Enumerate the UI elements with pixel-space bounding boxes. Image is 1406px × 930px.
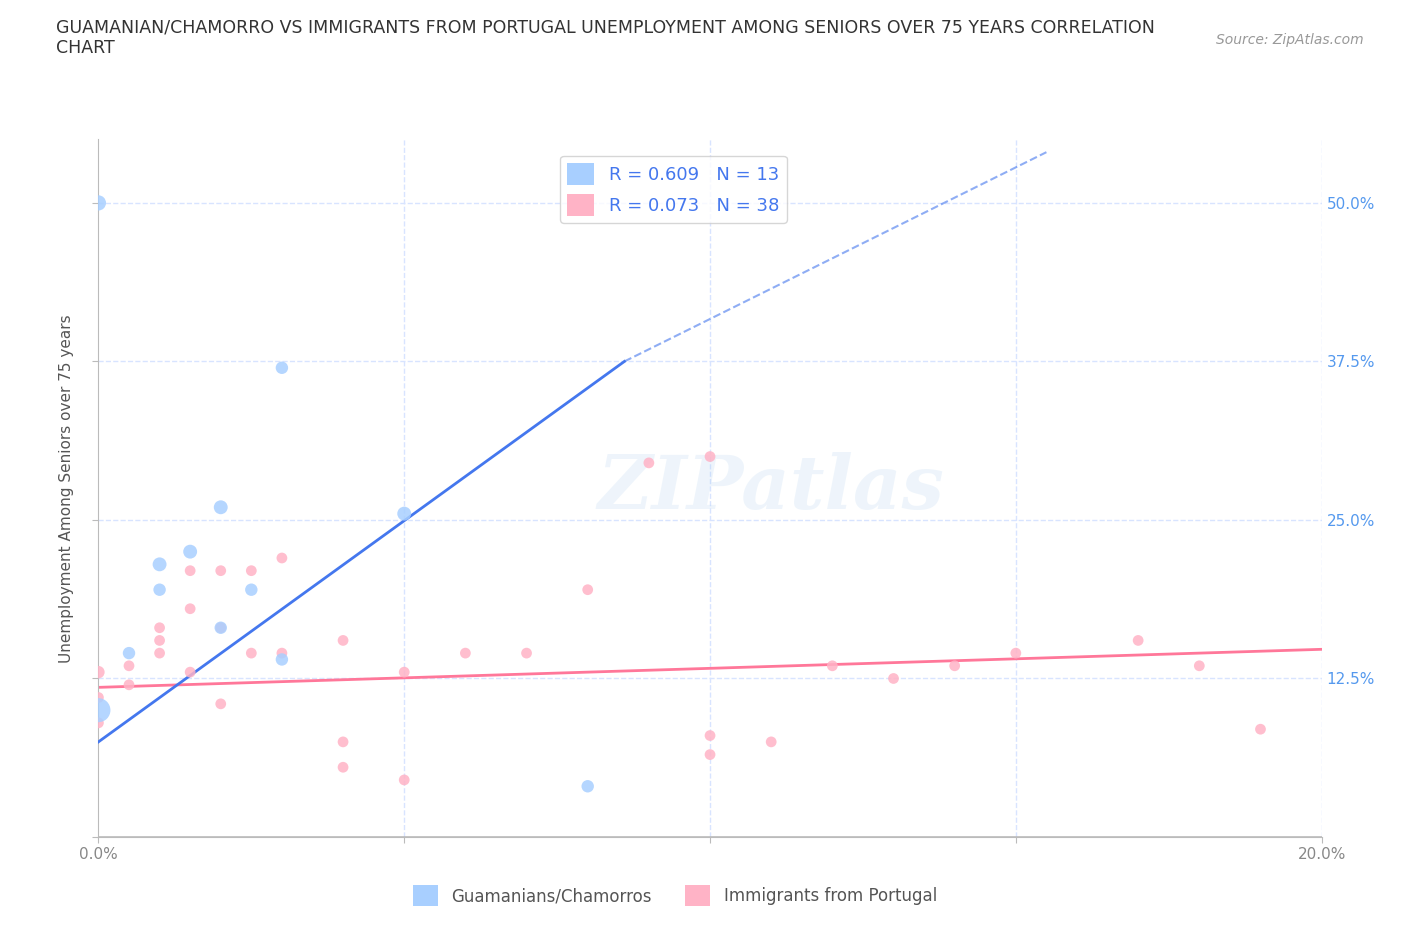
Legend: R = 0.609   N = 13, R = 0.073   N = 38: R = 0.609 N = 13, R = 0.073 N = 38 — [560, 155, 786, 223]
Point — [699, 449, 721, 464]
Point — [1188, 658, 1211, 673]
Point — [759, 735, 782, 750]
Point — [270, 360, 292, 375]
Point — [699, 747, 721, 762]
Point — [270, 645, 292, 660]
Point — [240, 582, 263, 597]
Point — [270, 551, 292, 565]
Point — [179, 544, 201, 559]
Point — [149, 645, 172, 660]
Point — [699, 728, 721, 743]
Point — [392, 506, 416, 521]
Point — [149, 557, 172, 572]
Point — [179, 602, 201, 617]
Point — [209, 499, 232, 514]
Point — [240, 564, 263, 578]
Point — [454, 645, 477, 660]
Point — [179, 665, 201, 680]
Point — [332, 735, 354, 750]
Legend: Guamanians/Chamorros, Immigrants from Portugal: Guamanians/Chamorros, Immigrants from Po… — [406, 879, 943, 912]
Point — [637, 456, 661, 471]
Point — [1128, 633, 1150, 648]
Point — [576, 582, 599, 597]
Point — [118, 677, 141, 692]
Point — [883, 671, 905, 686]
Point — [332, 760, 354, 775]
Point — [576, 778, 599, 793]
Point — [87, 195, 110, 210]
Point — [209, 564, 232, 578]
Point — [516, 645, 538, 660]
Text: Source: ZipAtlas.com: Source: ZipAtlas.com — [1216, 33, 1364, 46]
Point — [87, 703, 110, 718]
Point — [270, 652, 292, 667]
Point — [943, 658, 966, 673]
Point — [179, 564, 201, 578]
Point — [87, 715, 110, 730]
Point — [149, 620, 172, 635]
Point — [118, 645, 141, 660]
Point — [149, 582, 172, 597]
Point — [240, 645, 263, 660]
Point — [1004, 645, 1026, 660]
Point — [392, 773, 416, 788]
Point — [209, 620, 232, 635]
Point — [332, 633, 354, 648]
Y-axis label: Unemployment Among Seniors over 75 years: Unemployment Among Seniors over 75 years — [59, 314, 75, 662]
Point — [821, 658, 844, 673]
Point — [209, 697, 232, 711]
Point — [1249, 722, 1271, 737]
Point — [87, 665, 110, 680]
Point — [149, 633, 172, 648]
Point — [118, 658, 141, 673]
Point — [87, 690, 110, 705]
Point — [209, 620, 232, 635]
Text: ZIPatlas: ZIPatlas — [598, 452, 945, 525]
Text: GUAMANIAN/CHAMORRO VS IMMIGRANTS FROM PORTUGAL UNEMPLOYMENT AMONG SENIORS OVER 7: GUAMANIAN/CHAMORRO VS IMMIGRANTS FROM PO… — [56, 19, 1156, 58]
Point — [392, 665, 416, 680]
